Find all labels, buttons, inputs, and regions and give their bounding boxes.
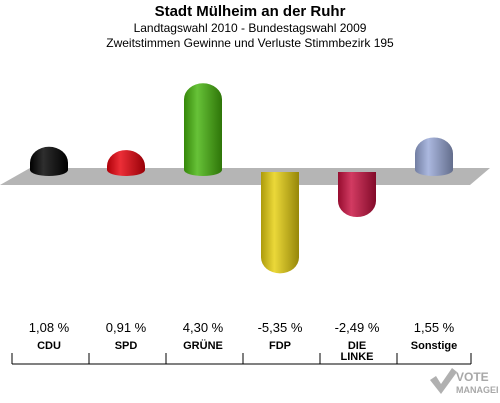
value-label: 4,30 % xyxy=(183,320,224,335)
bar-fdp xyxy=(261,172,299,274)
bars-above-plane xyxy=(30,83,453,176)
category-label: Sonstige xyxy=(411,340,457,352)
bar-die-linke xyxy=(338,172,376,218)
logo-text-vote: VOTE xyxy=(456,370,489,384)
chart-titles: Stadt Mülheim an der Ruhr Landtagswahl 2… xyxy=(0,3,500,51)
bar-spd xyxy=(107,150,145,176)
chart-subtitle-2: Zweitstimmen Gewinne und Verluste Stimmb… xyxy=(106,36,394,50)
category-axis xyxy=(11,353,472,365)
category-label: SPD xyxy=(115,340,138,352)
category-label: CDU xyxy=(37,340,61,352)
category-label: LINKE xyxy=(341,351,374,363)
value-label: 1,08 % xyxy=(29,320,70,335)
checkmark-icon xyxy=(430,368,457,394)
category-label: DIE xyxy=(348,340,366,352)
category-label: GRÜNE xyxy=(183,339,223,352)
value-label: 1,55 % xyxy=(414,320,455,335)
bar-grüne xyxy=(184,83,222,176)
chart-subtitle-1: Landtagswahl 2010 - Bundestagswahl 2009 xyxy=(133,21,367,35)
value-label: 0,91 % xyxy=(106,320,147,335)
bars-below-plane xyxy=(261,172,376,274)
logo-text-manager: MANAGER xyxy=(456,385,498,395)
vote-manager-logo: VOTE MANAGER xyxy=(428,366,500,398)
value-label: -2,49 % xyxy=(335,320,380,335)
value-labels: 1,08 % 0,91 % 4,30 % -5,35 % -2,49 % 1,55 % xyxy=(29,320,455,335)
category-label: FDP xyxy=(269,340,291,352)
bar-cdu xyxy=(30,146,68,176)
chart-title: Stadt Mülheim an der Ruhr xyxy=(154,3,346,20)
bar-sonstige xyxy=(415,137,453,176)
value-label: -5,35 % xyxy=(258,320,303,335)
